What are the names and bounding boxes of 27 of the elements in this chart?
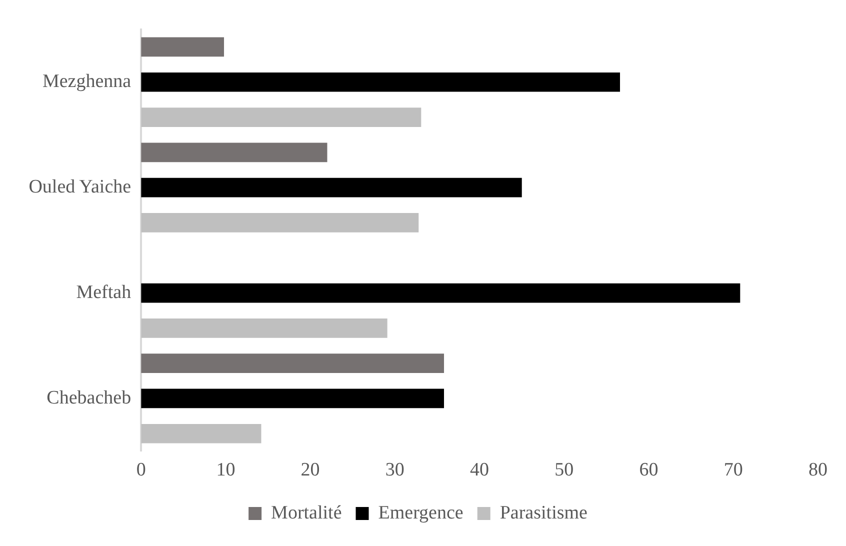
bar (141, 178, 522, 198)
bar (141, 142, 328, 162)
x-tick-label: 30 (385, 460, 404, 481)
legend-label: Mortalité (271, 502, 342, 524)
legend-label: Parasitisme (500, 502, 588, 524)
bar (141, 318, 388, 338)
bar (141, 283, 740, 303)
y-tick-label: Ouled Yaiche (28, 176, 132, 198)
x-tick-label: 0 (136, 460, 146, 481)
bar (141, 108, 422, 127)
x-tick-label: 50 (554, 460, 574, 481)
bar (141, 388, 444, 408)
x-tick-label: 80 (808, 460, 828, 481)
bar (141, 72, 620, 92)
x-tick-label: 70 (724, 460, 743, 481)
y-tick-label: Chebacheb (46, 387, 132, 408)
bar (141, 354, 444, 373)
bar (141, 213, 419, 232)
legend-label: Emergence (378, 502, 464, 524)
y-tick-label: Mezghenna (42, 71, 132, 92)
bar (141, 37, 224, 57)
x-tick-label: 10 (216, 460, 236, 481)
y-tick-label: Meftah (76, 282, 132, 304)
x-tick-label: 20 (300, 460, 320, 481)
x-tick-label: 40 (470, 460, 490, 481)
x-tick-label: 60 (639, 460, 658, 481)
bar (141, 424, 262, 444)
